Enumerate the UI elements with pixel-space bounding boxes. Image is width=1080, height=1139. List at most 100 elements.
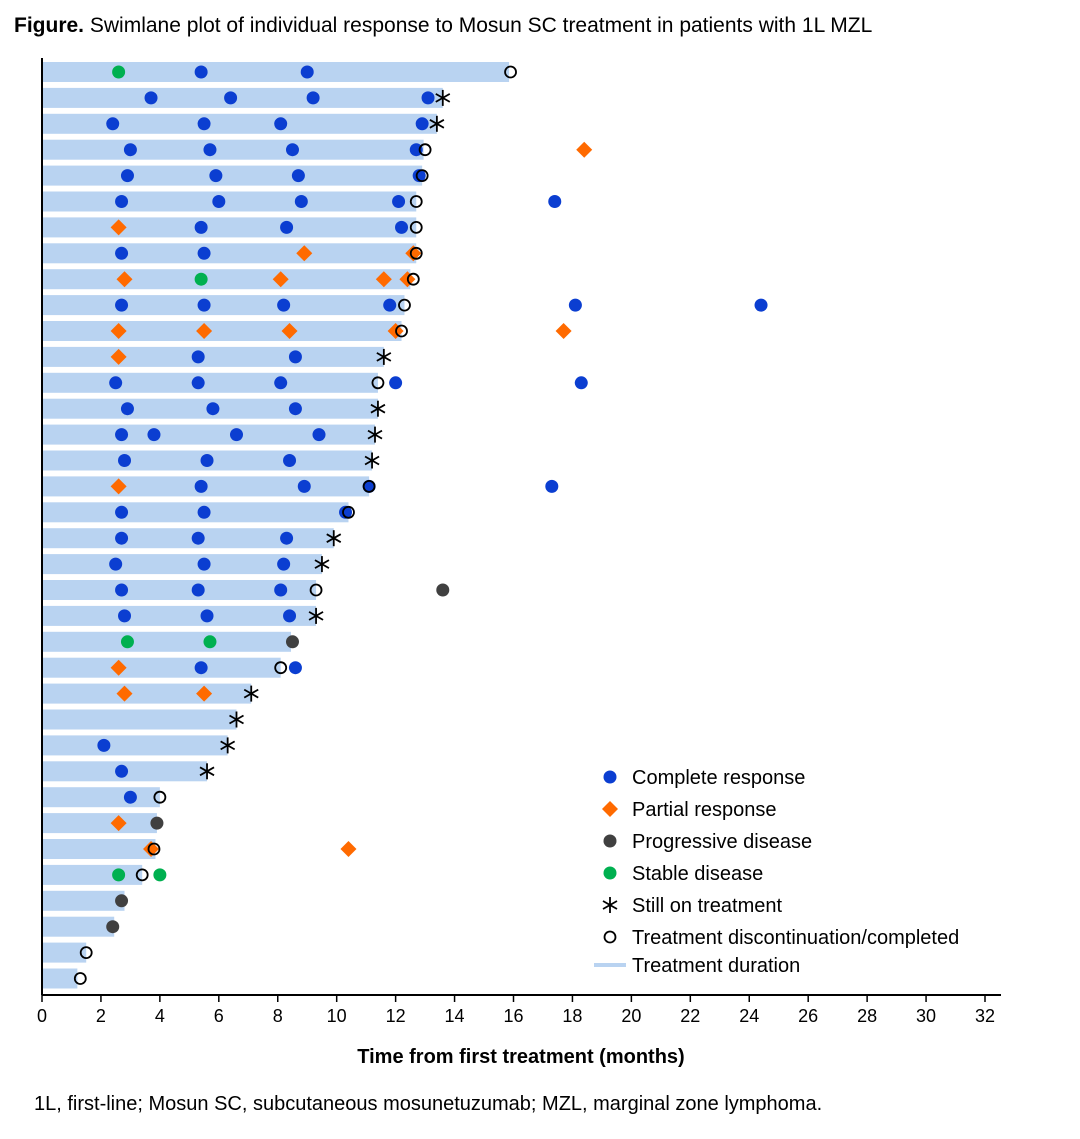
marker-ongoing <box>326 530 342 547</box>
treatment-duration-bar <box>42 916 115 937</box>
marker-cr <box>115 246 129 260</box>
marker-pd <box>285 635 299 649</box>
treatment-duration-bar <box>42 735 228 756</box>
marker-ongoing <box>308 607 324 624</box>
marker-ongoing <box>220 737 236 754</box>
treatment-duration-bar <box>42 683 252 704</box>
marker-sd <box>112 868 126 882</box>
marker-cr <box>339 505 353 519</box>
marker-disc <box>504 65 517 79</box>
marker-pr <box>281 323 298 339</box>
marker-cr <box>754 298 768 312</box>
marker-cr <box>395 220 409 234</box>
marker-ongoing <box>367 426 383 443</box>
marker-cr <box>291 169 305 183</box>
marker-cr <box>283 609 297 623</box>
treatment-duration-bar <box>42 295 405 316</box>
legend-swatch-ongoing-stroke <box>602 900 618 910</box>
marker-cr <box>115 583 129 597</box>
legend-label: Still on treatment <box>632 895 783 917</box>
marker-ongoing-stroke <box>367 429 383 440</box>
marker-ongoing <box>370 400 386 417</box>
marker-pr <box>116 685 133 702</box>
marker-sd <box>203 635 217 649</box>
x-tick-label: 26 <box>798 1006 818 1026</box>
figure-title: Figure. Swimlane plot of individual resp… <box>14 14 872 38</box>
legend-swatch-pr <box>602 801 618 817</box>
marker-sd <box>120 635 134 649</box>
marker-cr <box>206 402 220 416</box>
marker-ongoing-stroke <box>229 714 244 725</box>
treatment-duration-bar <box>42 580 317 600</box>
marker-disc <box>406 272 420 286</box>
marker-cr <box>548 195 562 208</box>
marker-cr <box>123 790 137 804</box>
marker-cr <box>197 298 211 312</box>
legend-label: Stable disease <box>632 863 763 885</box>
marker-cr <box>200 609 214 623</box>
footnote: 1L, first-line; Mosun SC, subcutaneous m… <box>34 1093 823 1115</box>
marker-ongoing-stroke <box>199 766 215 777</box>
legend-swatch-ongoing <box>602 897 618 913</box>
marker-pr <box>375 271 392 288</box>
treatment-duration-bar <box>42 62 510 82</box>
bars-layer <box>42 62 510 989</box>
marker-cr <box>412 169 426 183</box>
marker-cr <box>274 583 288 597</box>
legend-swatch-sd <box>603 866 617 880</box>
marker-cr <box>288 661 302 675</box>
marker-cr <box>109 557 123 571</box>
x-tick-label: 10 <box>327 1006 347 1026</box>
marker-sd <box>194 272 208 286</box>
treatment-duration-bar <box>42 813 157 834</box>
marker-disc <box>409 220 423 234</box>
marker-cr <box>409 143 423 157</box>
marker-pr <box>196 685 213 702</box>
marker-cr <box>120 402 134 416</box>
treatment-duration-bar <box>42 709 237 730</box>
marker-disc <box>415 169 429 183</box>
treatment-duration-bar <box>42 191 417 212</box>
marker-pr <box>110 815 127 832</box>
marker-pd <box>106 920 120 934</box>
x-tick-label: 28 <box>857 1006 877 1026</box>
marker-cr <box>115 531 129 545</box>
marker-ongoing-stroke <box>314 559 330 569</box>
marker-ongoing <box>243 685 259 702</box>
marker-cr <box>415 117 429 131</box>
marker-ongoing-stroke <box>364 455 380 466</box>
marker-ongoing <box>229 711 244 728</box>
marker-cr <box>115 195 129 208</box>
x-tick-label: 0 <box>37 1006 47 1026</box>
marker-ongoing-stroke <box>435 93 451 103</box>
marker-cr <box>421 91 435 105</box>
marker-ongoing-stroke <box>370 403 386 414</box>
marker-cr <box>312 428 326 442</box>
legend-swatch-pd <box>603 834 617 848</box>
marker-disc <box>73 972 87 985</box>
marker-cr <box>362 479 376 493</box>
marker-disc <box>362 479 376 493</box>
marker-cr <box>194 220 208 234</box>
marker-cr <box>97 738 111 752</box>
marker-cr <box>288 402 302 416</box>
x-tick-label: 8 <box>273 1006 283 1026</box>
x-tick-label: 12 <box>386 1006 406 1026</box>
legend-label: Partial response <box>632 799 777 821</box>
marker-cr <box>197 557 211 571</box>
treatment-duration-bar <box>42 321 402 341</box>
legend-label: Complete response <box>632 767 805 789</box>
marker-disc <box>79 946 93 959</box>
treatment-duration-bar <box>42 605 317 626</box>
marker-cr <box>277 298 291 312</box>
marker-disc <box>418 143 432 157</box>
marker-pr <box>143 841 160 857</box>
treatment-duration-bar <box>42 864 143 885</box>
treatment-duration-bar <box>42 890 125 911</box>
x-tick-label: 2 <box>96 1006 106 1026</box>
marker-cr <box>191 583 205 597</box>
marker-disc <box>274 661 288 675</box>
marker-cr <box>283 454 297 467</box>
treatment-duration-bar <box>42 217 417 238</box>
marker-cr <box>285 143 299 157</box>
